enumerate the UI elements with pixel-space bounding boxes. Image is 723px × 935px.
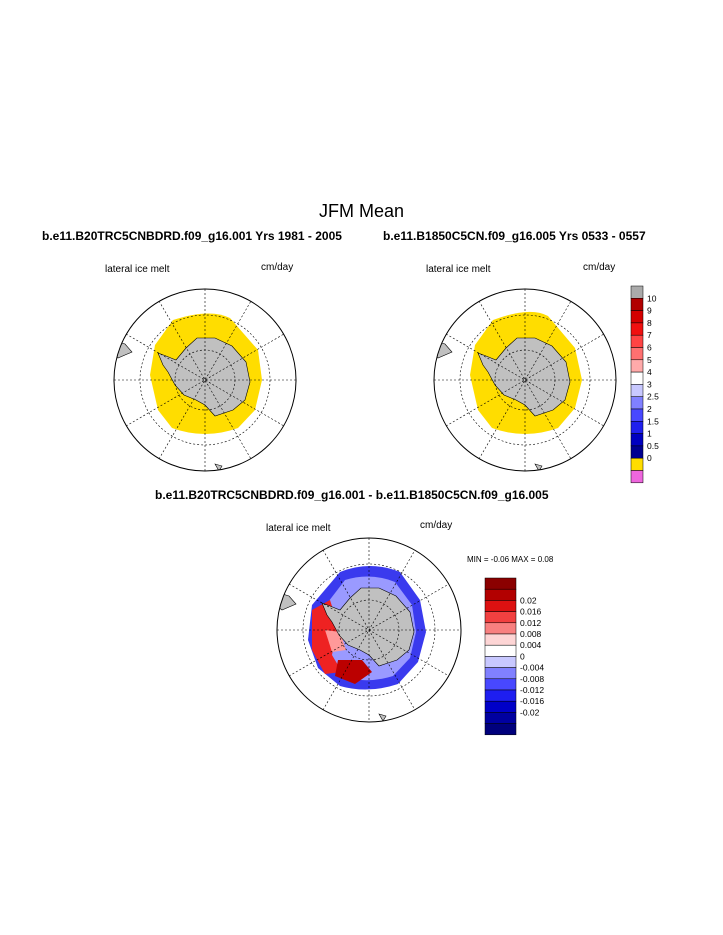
colorbar-top-swatch — [630, 298, 644, 311]
colorbar-top-tick-label: 6 — [647, 343, 652, 353]
left-panel-units-label: cm/day — [261, 262, 294, 273]
colorbar-diff-swatch — [484, 577, 517, 590]
right-graticule — [434, 289, 616, 471]
colorbar-diff-tick-label: -0.004 — [520, 663, 544, 673]
colorbar-top-tick-label: 3 — [647, 379, 652, 389]
colorbar-top-swatch — [630, 310, 644, 324]
left-new-zealand — [214, 463, 223, 471]
colorbar-top-swatch — [630, 433, 644, 447]
colorbar-diff-tick-label: 0.012 — [520, 618, 542, 628]
colorbar-top-tick-label: 1 — [647, 429, 652, 439]
colorbar-diff-swatch — [484, 723, 517, 736]
right-panel-variable-label: lateral ice melt — [426, 264, 491, 275]
colorbar-top-tick-label: 5 — [647, 355, 652, 365]
colorbar-top-swatch — [630, 457, 644, 471]
colorbar-top-tick-label: 10 — [647, 293, 657, 303]
diff-panel-variable-label: lateral ice melt — [266, 523, 331, 534]
diff-min-max-label: MIN = -0.06 MAX = 0.08 — [467, 555, 554, 564]
colorbar-diff-tick-label: -0.012 — [520, 685, 544, 695]
colorbar-diff-tick-label: -0.008 — [520, 674, 544, 684]
colorbar-diff-swatch — [484, 712, 517, 724]
diff-new-zealand — [378, 713, 387, 722]
colorbar-top-tick-label: 8 — [647, 318, 652, 328]
left-polar-map — [113, 288, 297, 472]
colorbar-diff: 0.020.0160.0120.0080.0040-0.004-0.008-0.… — [484, 577, 544, 736]
colorbar-top-tick-label: 4 — [647, 367, 652, 377]
colorbar-top-tick-label: 0.5 — [647, 441, 659, 451]
colorbar-top-swatch — [630, 445, 644, 459]
diff-polar-map — [276, 537, 462, 723]
colorbar-top-tick-label: 0 — [647, 453, 652, 463]
colorbar-top-tick-label: 7 — [647, 330, 652, 340]
colorbar-top-tick-label: 9 — [647, 306, 652, 316]
right-new-zealand — [534, 463, 543, 471]
right-panel-units-label: cm/day — [583, 262, 616, 273]
colorbar-top-swatch — [630, 334, 644, 348]
colorbar-diff-swatch — [484, 600, 517, 612]
left-panel-variable-label: lateral ice melt — [105, 264, 170, 275]
colorbar-diff-swatch — [484, 678, 517, 691]
colorbar-top-swatch — [630, 347, 644, 361]
colorbar-diff-swatch — [484, 633, 517, 646]
colorbar-top-swatch — [630, 421, 644, 434]
colorbar-top-swatch — [630, 408, 644, 422]
colorbar-diff-swatch — [484, 644, 517, 657]
colorbar-diff-swatch — [484, 700, 517, 713]
right-panel-subtitle: b.e11.B1850C5CN.f09_g16.005 Yrs 0533 - 0… — [383, 229, 646, 243]
left-panel-subtitle: b.e11.B20TRC5CNBDRD.f09_g16.001 Yrs 1981… — [42, 229, 342, 243]
colorbar-top-swatch — [630, 371, 644, 385]
colorbar-diff-tick-label: -0.016 — [520, 696, 544, 706]
colorbar-diff-swatch — [484, 667, 517, 680]
left-graticule — [114, 289, 296, 471]
colorbar-diff-tick-label: -0.02 — [520, 707, 540, 717]
colorbar-top: 10 9 8 7 6 5 4 3 2.5 2 1.5 1 0.5 0 — [630, 285, 659, 484]
colorbar-diff-swatch — [484, 588, 517, 601]
colorbar-top-tick-label: 2 — [647, 404, 652, 414]
right-polar-map — [433, 288, 617, 472]
colorbar-diff-swatch — [484, 622, 517, 635]
colorbar-diff-tick-label: 0.004 — [520, 640, 542, 650]
figure-title: JFM Mean — [318, 201, 405, 221]
diff-red-region-south — [335, 660, 372, 684]
colorbar-diff-tick-label: 0.008 — [520, 629, 542, 639]
diff-graticule — [277, 538, 461, 722]
colorbar-top-tick-label: 2.5 — [647, 392, 659, 402]
colorbar-top-swatch — [630, 285, 644, 299]
colorbar-diff-tick-label: 0.016 — [520, 607, 542, 617]
colorbar-diff-swatch — [484, 656, 517, 668]
colorbar-top-swatch — [630, 359, 644, 373]
colorbar-top-swatch — [630, 470, 644, 484]
colorbar-top-swatch — [630, 322, 644, 336]
colorbar-diff-tick-label: 0 — [520, 651, 525, 661]
colorbar-diff-swatch — [484, 611, 517, 624]
colorbar-top-swatch — [630, 396, 644, 410]
colorbar-top-swatch — [630, 384, 644, 397]
colorbar-top-tick-label: 1.5 — [647, 416, 659, 426]
diff-panel-subtitle: b.e11.B20TRC5CNBDRD.f09_g16.001 - b.e11.… — [155, 488, 549, 502]
colorbar-diff-tick-label: 0.02 — [520, 595, 537, 605]
colorbar-diff-swatch — [484, 689, 517, 702]
diff-panel-units-label: cm/day — [420, 520, 453, 531]
